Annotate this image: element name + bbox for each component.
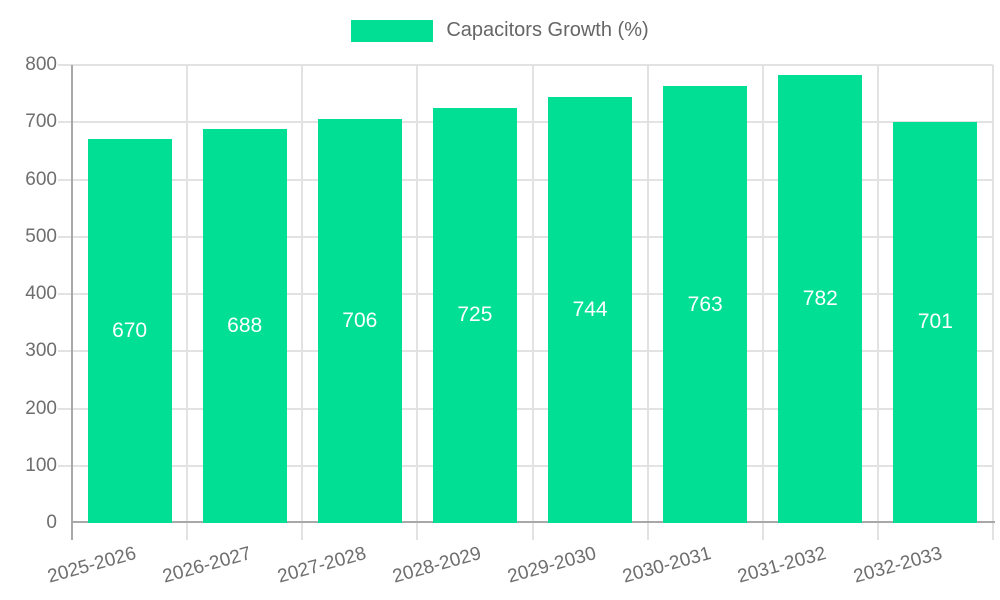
x-tick-label: 2028-2029 [390,543,484,588]
grid-line-vertical [876,65,879,540]
bar-2028-2029[interactable]: 725 [432,107,517,523]
bar-2027-2028[interactable]: 706 [317,118,402,523]
legend-swatch-icon [351,19,434,42]
bar-2025-2026[interactable]: 670 [87,139,172,523]
bar-value-label: 701 [917,310,953,334]
y-axis-line [71,65,73,540]
y-tick-label: 500 [25,225,57,247]
y-tick-label: 600 [25,168,57,190]
y-tick-label: 100 [25,454,57,476]
x-tick-label: 2030-2031 [620,543,714,588]
legend-label: Capacitors Growth (%) [446,19,649,41]
x-tick-label: 2027-2028 [275,543,369,588]
grid-line-vertical [646,65,649,540]
y-tick-label: 0 [46,512,57,533]
grid-line-horizontal [58,407,993,410]
x-tick-label: 2029-2030 [505,543,599,588]
bar-value-label: 763 [687,292,723,316]
x-axis-line [71,521,995,523]
x-tick-label: 2032-2033 [850,543,945,588]
y-tick-label: 300 [25,340,57,362]
bar-value-label: 688 [227,314,263,338]
grid-line-horizontal [58,121,993,124]
grid-line-vertical [186,65,189,540]
grid-line-horizontal [58,235,993,238]
grid-line-vertical [301,65,304,540]
x-tick-label: 2026-2027 [160,543,254,588]
bar-2032-2033[interactable]: 701 [893,121,978,523]
legend[interactable]: Capacitors Growth (%) [0,19,1000,42]
bar-2029-2030[interactable]: 744 [548,97,633,523]
bar-value-label: 706 [342,308,378,332]
grid-line-horizontal [58,464,993,467]
bar-2031-2032[interactable]: 782 [778,75,863,523]
bar-value-label: 782 [802,287,838,311]
grid-line-horizontal [58,178,993,181]
x-tick-label: 2031-2032 [735,543,829,588]
grid-line-horizontal [58,293,993,295]
y-tick-label: 200 [25,397,57,419]
y-tick-label: 700 [25,111,57,133]
bar-2030-2031[interactable]: 763 [663,86,748,523]
grid-line-vertical [761,65,764,540]
y-tick-label: 400 [25,283,57,304]
grid-line-vertical [416,65,419,540]
bar-value-label: 744 [572,298,608,322]
grid-line-horizontal [58,350,993,353]
bar-2026-2027[interactable]: 688 [202,129,287,523]
bar-value-label: 725 [457,303,493,327]
x-tick-label: 2025-2026 [45,543,139,588]
bar-value-label: 670 [112,319,148,343]
grid-line-vertical [531,65,534,540]
grid-line-vertical [992,65,994,540]
grid-line-horizontal [58,64,993,66]
y-tick-label: 800 [25,54,57,75]
